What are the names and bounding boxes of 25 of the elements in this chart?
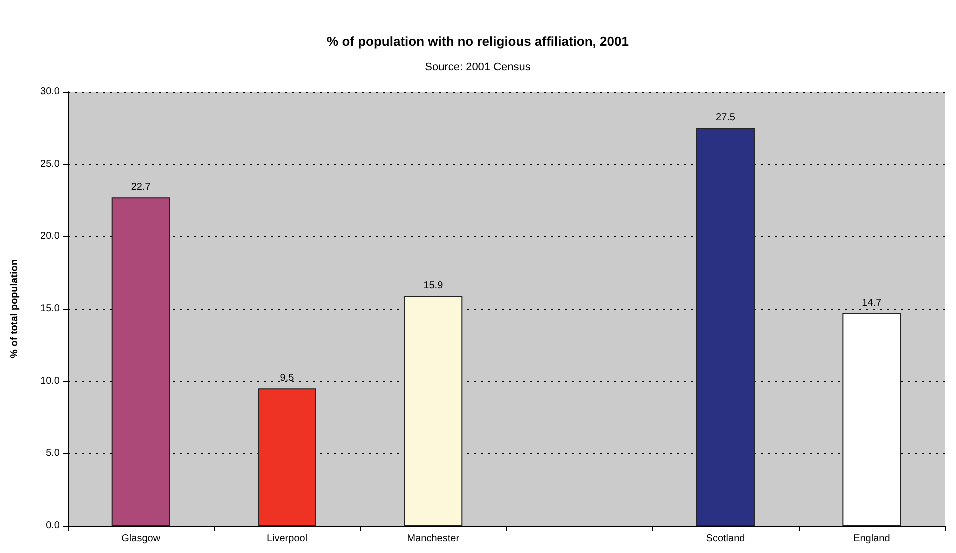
- bar: [258, 388, 316, 526]
- y-tick-label: 30.0: [40, 86, 60, 98]
- x-tick-label: Manchester: [407, 534, 460, 544]
- data-label: 22.7: [131, 182, 152, 194]
- bar: [842, 313, 902, 526]
- y-tick-label: 25.0: [40, 158, 60, 170]
- x-tick-label: England: [854, 534, 890, 544]
- y-tick-label: 0.0: [46, 520, 60, 532]
- y-tick-label: 15.0: [40, 304, 60, 314]
- data-label: 14.7: [862, 298, 882, 309]
- chart-subtitle: Source: 2001 Census: [425, 62, 532, 74]
- bar: [404, 296, 463, 526]
- x-tick-label: Scotland: [706, 534, 746, 544]
- data-label: 27.5: [716, 112, 736, 124]
- y-axis-title: % of total population: [10, 260, 20, 358]
- bar: [696, 128, 755, 526]
- data-label: 15.9: [424, 280, 444, 292]
- data-label: 9.5: [280, 373, 295, 384]
- bar: [112, 198, 170, 526]
- y-tick-label: 10.0: [40, 376, 60, 387]
- y-tick-label: 5.0: [46, 448, 60, 460]
- x-tick-label: Glasgow: [122, 534, 162, 544]
- x-tick-label: Liverpool: [266, 534, 308, 544]
- chart-title: % of population with no religious affiliation, 2001: [327, 34, 629, 49]
- y-tick-label: 20.0: [40, 231, 60, 242]
